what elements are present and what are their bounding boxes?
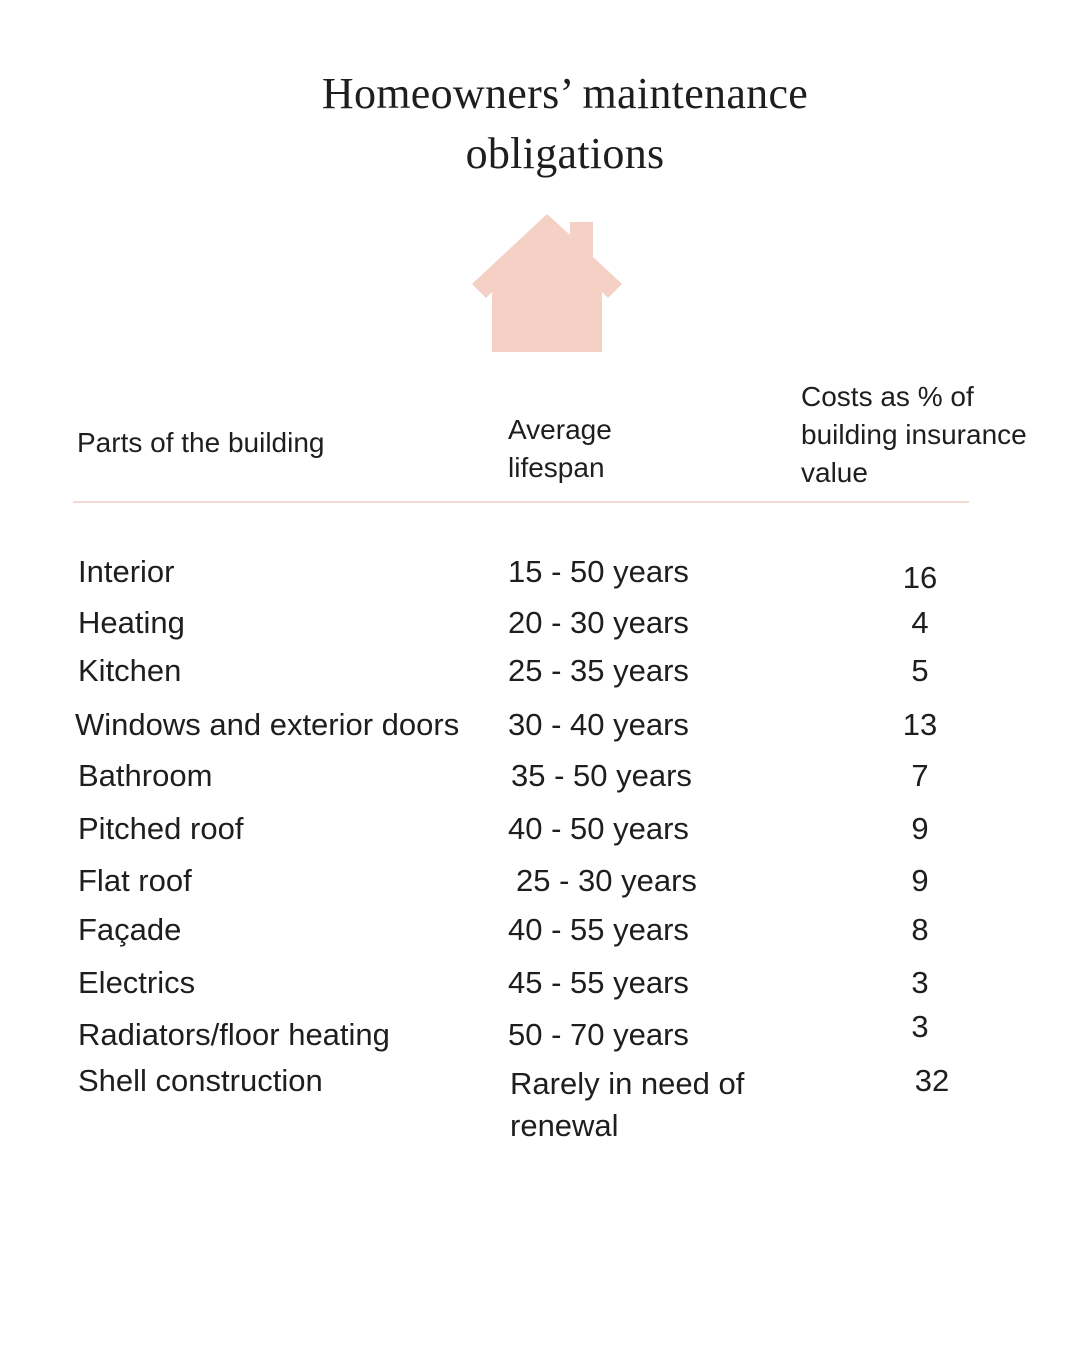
header-lifespan-line-1: Average xyxy=(508,414,612,445)
row-cost: 3 xyxy=(911,965,929,1000)
header-cost-line-2: building insurance xyxy=(801,419,1027,450)
title-line-1: Homeowners’ maintenance xyxy=(321,69,809,118)
header-average-lifespan: Average lifespan xyxy=(508,411,728,487)
row-cost: 3 xyxy=(911,1009,929,1044)
page-title: Homeowners’ maintenance obligations xyxy=(0,64,1080,184)
row-lifespan: 25 - 30 years xyxy=(516,863,697,898)
row-cost: 16 xyxy=(902,560,938,595)
row-part: Radiators/floor heating xyxy=(78,1017,390,1052)
header-lifespan-line-2: lifespan xyxy=(508,452,605,483)
header-cost-line-1: Costs as % of xyxy=(801,381,974,412)
row-cost: 9 xyxy=(911,811,929,846)
row-cost: 9 xyxy=(911,863,929,898)
row-part: Façade xyxy=(78,912,182,947)
row-cost: 8 xyxy=(911,912,929,947)
header-parts-of-building: Parts of the building xyxy=(77,427,325,458)
row-lifespan: 35 - 50 years xyxy=(511,758,692,793)
row-lifespan: 50 - 70 years xyxy=(508,1017,689,1052)
row-part: Windows and exterior doors xyxy=(75,707,460,742)
header-cost-line-3: value xyxy=(801,457,868,488)
title-line-2: obligations xyxy=(465,129,665,178)
header-divider xyxy=(73,501,969,503)
row-part: Flat roof xyxy=(78,863,192,898)
row-part: Kitchen xyxy=(78,653,182,688)
header-costs-percent: Costs as % of building insurance value xyxy=(801,378,1061,492)
row-lifespan: Rarely in need of renewal xyxy=(510,1066,745,1143)
row-lifespan: 45 - 55 years xyxy=(508,965,689,1000)
row-part: Electrics xyxy=(78,965,196,1000)
house-icon xyxy=(472,214,622,352)
row-part: Interior xyxy=(78,554,175,589)
row-part: Shell construction xyxy=(78,1063,323,1098)
row-lifespan: 40 - 50 years xyxy=(508,811,689,846)
row-lifespan: 40 - 55 years xyxy=(508,912,689,947)
row-cost: 7 xyxy=(911,758,929,793)
row-cost: 32 xyxy=(914,1063,950,1098)
row-cost: 4 xyxy=(911,605,929,640)
row-cost: 5 xyxy=(911,653,929,688)
row-lifespan: 30 - 40 years xyxy=(508,707,689,742)
row-lifespan: 20 - 30 years xyxy=(508,605,689,640)
row-part: Bathroom xyxy=(78,758,213,793)
row-part: Pitched roof xyxy=(78,811,244,846)
row-part: Heating xyxy=(78,605,185,640)
row-lifespan: 25 - 35 years xyxy=(508,653,689,688)
row-cost: 13 xyxy=(902,707,938,742)
row-lifespan: 15 - 50 years xyxy=(508,554,689,589)
